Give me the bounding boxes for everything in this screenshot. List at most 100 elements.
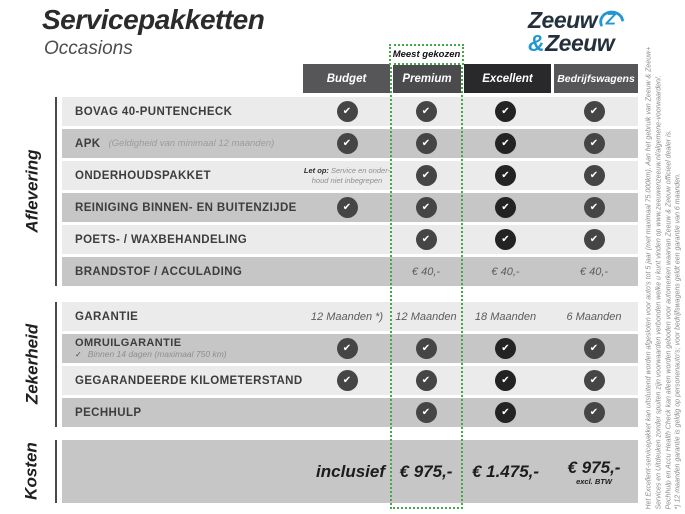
check-icon: ✔ — [495, 229, 516, 250]
check-icon: ✔ — [495, 165, 516, 186]
cell-note: Let op: Service en onder-houd niet inbeg… — [303, 166, 391, 185]
row-label: APK — [75, 137, 101, 150]
check-icon: ✔ — [583, 197, 605, 218]
check-icon: ✔ — [415, 197, 437, 218]
check-icon: ✔ — [415, 101, 437, 122]
fine-print-line: Pechhulp en Accu Health Check kan alleen… — [665, 129, 673, 510]
check-icon: ✔ — [336, 370, 358, 391]
excellent-cell: ✔ — [461, 366, 550, 395]
column-header-budget: Budget — [303, 64, 390, 93]
bedrijfswagens-cell: ✔ — [550, 129, 638, 158]
cell-value: € 40,- — [579, 265, 609, 278]
table-row: GARANTIE 12 Maanden *) 12 Maanden 18 Maande… — [62, 302, 638, 331]
premium-cell: ✔ — [391, 193, 461, 222]
column-header-bedrijfswagens: Bedrijfswagens — [554, 64, 638, 93]
budget-cell — [303, 398, 391, 427]
bedrijfswagens-cell: ✔ — [550, 366, 638, 395]
row-label: GEGARANDEERDE KILOMETERSTAND — [75, 374, 303, 387]
bedrijfswagens-cell: ✔ — [550, 334, 638, 363]
section-label-aflevering: Aflevering — [22, 149, 42, 233]
check-icon: ✔ — [415, 133, 437, 154]
check-icon: ✔ — [415, 402, 437, 423]
kosten-premium-cell: € 975,- — [391, 440, 461, 503]
check-icon: ✔ — [583, 229, 605, 250]
section-divider-aflevering — [55, 97, 57, 286]
premium-cell: ✔ — [391, 97, 461, 126]
page-subtitle: Occasions — [44, 38, 133, 59]
row-label-cell: GARANTIE — [62, 302, 303, 331]
premium-cell: ✔ — [391, 334, 461, 363]
excellent-price: € 1.475,- — [471, 461, 540, 481]
bedrijfswagens-cell: ✔ — [550, 398, 638, 427]
check-icon: ✔ — [336, 197, 358, 218]
btw-note: excl. BTW — [576, 476, 612, 486]
section-rows-zekerheid: GARANTIE 12 Maanden *) 12 Maanden 18 Maande… — [62, 302, 638, 430]
kosten-spacer — [62, 440, 303, 503]
table-row: REINIGING BINNEN- EN BUITENZIJDE ✔ ✔ ✔ ✔ — [62, 193, 638, 222]
table-row: PECHHULP ✔ ✔ ✔ — [62, 398, 638, 427]
budget-cell — [303, 257, 391, 286]
bedrijfswagens-cell: ✔ — [550, 97, 638, 126]
budget-cell: ✔ — [303, 366, 391, 395]
row-label-cell: GEGARANDEERDE KILOMETERSTAND — [62, 366, 303, 395]
check-icon: ✔ — [415, 165, 437, 186]
check-icon: ✔ — [495, 197, 516, 218]
kosten-budget-cell: inclusief — [303, 440, 391, 503]
check-icon: ✔ — [495, 370, 516, 391]
row-label: OMRUILGARANTIE — [75, 336, 182, 349]
excellent-cell: 18 Maanden — [461, 302, 550, 331]
excellent-cell: ✔ — [461, 129, 550, 158]
premium-cell: ✔ — [391, 161, 461, 190]
bedrijfswagens-cell: € 40,- — [550, 257, 638, 286]
table-row: OMRUILGARANTIE ✓ Binnen 14 dagen (maximaal… — [62, 334, 638, 363]
table-row: APK (Geldigheid van minimaal 12 maanden) ✔… — [62, 129, 638, 158]
bedrijfswagens-cell: ✔ — [550, 161, 638, 190]
fine-print-line: *) 12 maanden garantie is geldig op pers… — [674, 173, 682, 510]
check-icon: ✔ — [583, 165, 605, 186]
row-label: ONDERHOUDSPAKKET — [75, 169, 211, 182]
budget-cell: Let op: Service en onder-houd niet inbeg… — [303, 161, 391, 190]
row-label: BOVAG 40-PUNTENCHECK — [75, 105, 233, 118]
row-sub-note: ✓ Binnen 14 dagen (maximaal 750 km) — [75, 350, 227, 360]
logo-word-2: Zeeuw — [545, 30, 615, 56]
row-label-note: (Geldigheid van minimaal 12 maanden) — [108, 138, 275, 149]
check-icon: ✔ — [336, 133, 358, 154]
svg-text:Z: Z — [605, 9, 617, 28]
logo-line-2: & Zeeuw — [528, 32, 648, 55]
cell-value: 18 Maanden — [474, 310, 537, 323]
excellent-cell: ✔ — [461, 193, 550, 222]
check-icon: ✔ — [336, 338, 358, 359]
row-label-cell: BRANDSTOF / ACCULADING — [62, 257, 303, 286]
row-label-cell: APK (Geldigheid van minimaal 12 maanden) — [62, 129, 303, 158]
row-label: POETS- / WAXBEHANDELING — [75, 233, 248, 246]
excellent-cell: ✔ — [461, 97, 550, 126]
budget-cell: ✔ — [303, 193, 391, 222]
logo-word-1: Zeeuw — [528, 7, 598, 33]
table-row: BOVAG 40-PUNTENCHECK ✔ ✔ ✔ ✔ — [62, 97, 638, 126]
row-sub-note-text: Binnen 14 dagen (maximaal 750 km) — [87, 349, 227, 360]
premium-cell: 12 Maanden — [391, 302, 461, 331]
check-icon: ✔ — [336, 101, 358, 122]
logo-ampersand: & — [528, 30, 545, 56]
check-icon: ✔ — [495, 338, 516, 359]
bedrijfswagens-cell: ✔ — [550, 225, 638, 254]
check-icon: ✔ — [583, 101, 605, 122]
check-icon: ✔ — [495, 101, 516, 122]
check-icon: ✔ — [495, 402, 516, 423]
excellent-cell: ✔ — [461, 334, 550, 363]
row-label-cell: BOVAG 40-PUNTENCHECK — [62, 97, 303, 126]
cell-value: 12 Maanden — [395, 310, 457, 323]
excellent-cell: ✔ — [461, 225, 550, 254]
check-icon: ✔ — [583, 370, 605, 391]
section-label-zekerheid: Zekerheid — [22, 323, 42, 405]
fine-print-line: Services en Uitdeuken zonder spuiten zij… — [655, 75, 663, 510]
kosten-excellent-cell: € 1.475,- — [461, 440, 550, 503]
premium-price: € 975,- — [399, 461, 453, 481]
row-label: BRANDSTOF / ACCULADING — [75, 265, 243, 278]
check-icon: ✔ — [415, 370, 437, 391]
fine-print: Het Excellent-servicepakket kan uitsluit… — [645, 47, 683, 510]
excellent-cell: € 40,- — [461, 257, 550, 286]
premium-cell: ✔ — [391, 366, 461, 395]
zeeuw-zeeuw-logo: Zeeuw Z & Zeeuw — [528, 6, 648, 55]
check-icon: ✔ — [583, 402, 605, 423]
